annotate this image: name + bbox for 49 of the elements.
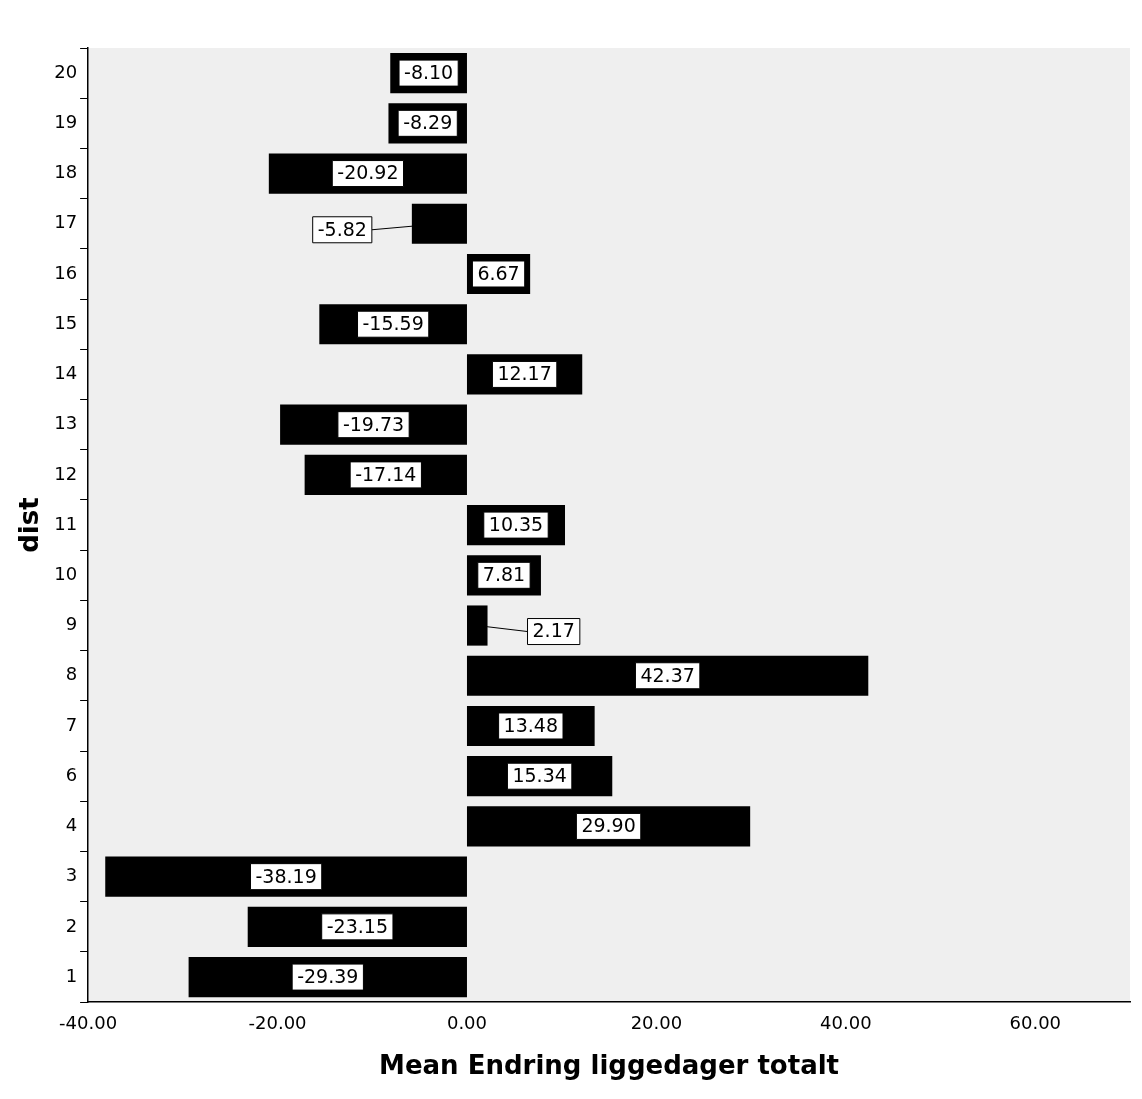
x-axis-title: Mean Endring liggedager totalt [379, 1050, 840, 1081]
data-label: -29.39 [297, 965, 359, 988]
bar [105, 856, 467, 897]
y-tick-label: 18 [54, 161, 78, 183]
bar [466, 655, 869, 696]
data-label: 15.34 [512, 764, 567, 787]
x-tick-label: 40.00 [820, 1011, 872, 1033]
x-tick-label: -20.00 [248, 1011, 307, 1033]
data-label: -15.59 [362, 312, 424, 335]
y-tick-label: 6 [65, 763, 78, 785]
x-tick-label: -40.00 [59, 1011, 118, 1033]
y-tick-label: 20 [54, 60, 78, 82]
data-label: -20.92 [337, 161, 399, 184]
y-tick-label: 4 [65, 814, 78, 836]
data-label: -17.14 [355, 462, 417, 485]
y-tick-label: 3 [65, 864, 78, 886]
data-label: -23.15 [326, 914, 388, 937]
data-label: 12.17 [497, 362, 552, 385]
x-tick-label: 0.00 [446, 1011, 488, 1033]
y-tick-label: 1 [65, 964, 78, 986]
y-tick-label: 2 [65, 914, 78, 936]
y-tick-label: 12 [54, 462, 78, 484]
data-label: -19.73 [342, 412, 405, 435]
y-tick-label: 16 [54, 261, 78, 283]
data-label: -38.19 [255, 864, 317, 887]
data-label: 42.37 [640, 663, 695, 686]
y-tick-label: 9 [65, 613, 78, 635]
data-label: 13.48 [503, 713, 559, 736]
y-tick-label: 19 [54, 111, 78, 132]
data-label: 6.67 [477, 261, 520, 284]
y-tick-label: 10 [54, 562, 78, 584]
data-label: 7.81 [482, 563, 526, 586]
data-label: -5.82 [317, 217, 367, 240]
data-label: 2.17 [532, 619, 575, 642]
x-tick-label: 60.00 [1009, 1011, 1062, 1033]
y-tick-label: 14 [54, 362, 78, 384]
data-label: -8.29 [403, 111, 453, 134]
y-tick-label: 7 [65, 713, 78, 735]
data-label: 10.35 [488, 513, 544, 536]
y-tick-label: 13 [54, 412, 78, 434]
y-tick-label: 8 [65, 663, 78, 685]
data-label: -8.10 [404, 61, 454, 84]
y-tick-label: 11 [54, 512, 78, 534]
bar [466, 806, 751, 847]
y-axis-title: dist [14, 497, 45, 553]
y-tick-label: 17 [54, 211, 78, 233]
data-label: 29.90 [581, 814, 636, 837]
y-tick-label: 15 [54, 311, 78, 333]
x-tick-label: 20.00 [630, 1011, 683, 1033]
